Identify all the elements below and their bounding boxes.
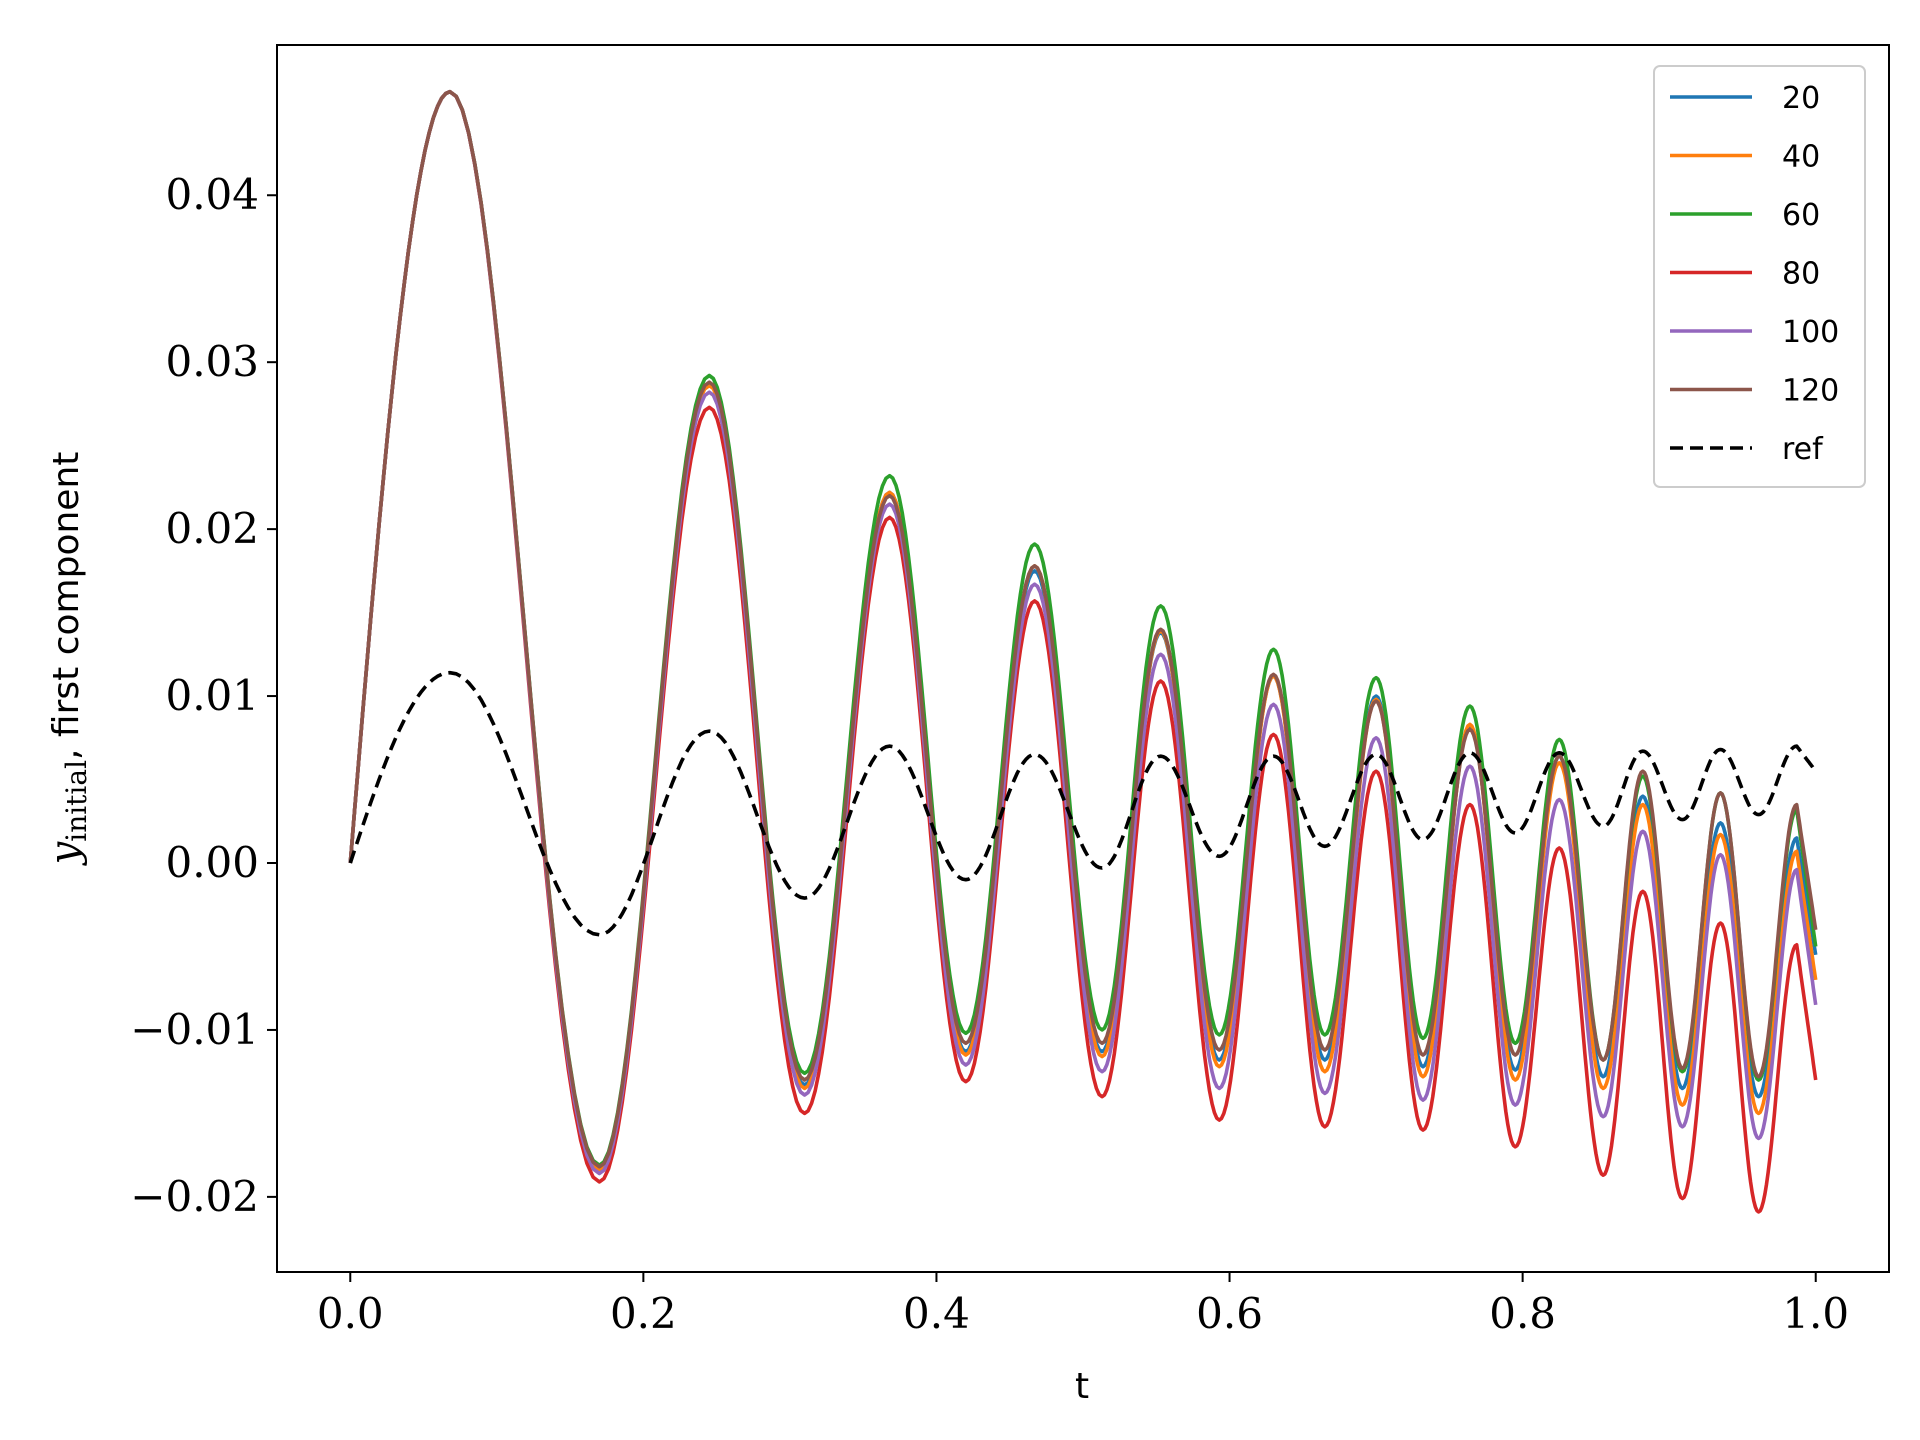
legend: 20 40 60 80 100 120 ref [1653,65,1866,488]
y-axis-label-symbol: y [42,840,88,866]
legend-label-60: 60 [1782,198,1820,233]
y-axis-label: yinitial, first component [42,452,93,867]
series-layer [348,89,1818,1214]
y-axis: −0.02 −0.01 0.00 0.01 0.02 0.03 0.04 [130,170,277,1221]
x-tick-label: 0.4 [903,1289,970,1338]
series-line-ref [348,670,1818,937]
legend-label-40: 40 [1782,140,1820,175]
series-line-100 [348,89,1818,1176]
plot-area-frame [276,44,1890,1273]
y-tick-label: 0.04 [165,170,259,219]
x-tick-label: 0.2 [610,1289,677,1338]
x-tick-label: 0.6 [1196,1289,1263,1338]
y-tick-label: 0.01 [165,671,259,720]
x-axis-label: t [1075,1366,1089,1407]
legend-label-120: 120 [1782,374,1839,409]
series-line-60 [348,89,1818,1167]
y-tick-label: −0.02 [130,1172,259,1221]
y-axis-label-subscript: initial [60,760,93,842]
legend-box [1653,65,1866,488]
y-tick-label: 0.00 [165,838,259,887]
y-tick-label: 0.03 [165,337,259,386]
svg-text:yinitial, first component: yinitial, first component [42,452,93,867]
series-line-20 [348,89,1818,1171]
x-tick-label: 1.0 [1782,1289,1849,1338]
series-line-120 [348,89,1818,1169]
x-tick-label: 0.0 [317,1289,384,1338]
x-axis: 0.0 0.2 0.4 0.6 0.8 1.0 [317,1272,1849,1338]
legend-label-20: 20 [1782,81,1820,116]
legend-label-100: 100 [1782,315,1839,350]
x-tick-label: 0.8 [1489,1289,1556,1338]
y-axis-label-text: , first component [46,452,87,760]
legend-label-ref: ref [1782,432,1824,467]
y-tick-label: 0.02 [165,504,259,553]
series-line-80 [348,89,1818,1214]
series-line-40 [348,89,1818,1172]
y-tick-label: −0.01 [130,1005,259,1054]
legend-label-80: 80 [1782,257,1820,292]
